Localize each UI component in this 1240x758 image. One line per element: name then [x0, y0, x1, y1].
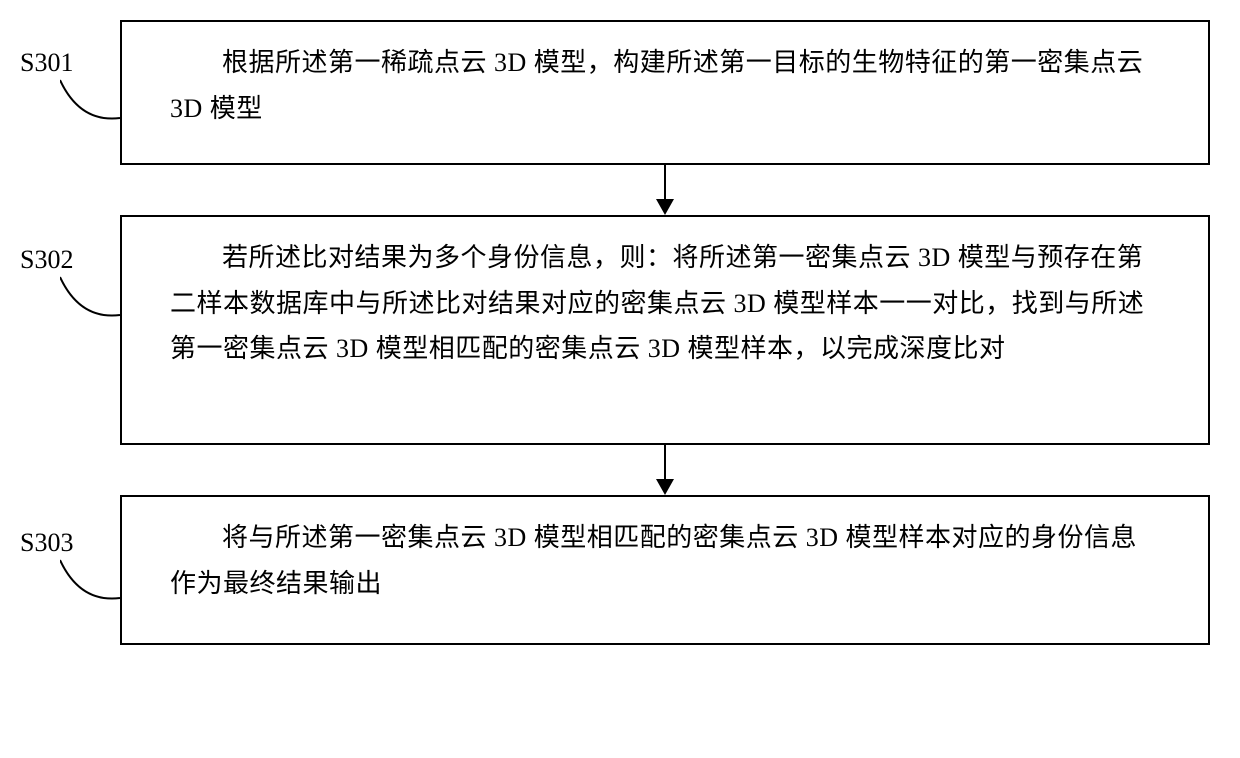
step-text: 若所述比对结果为多个身份信息，则：将所述第一密集点云 3D 模型与预存在第二样本… — [170, 243, 1144, 363]
arrow-down-icon — [653, 165, 677, 215]
arrow-s302-s303 — [120, 445, 1210, 495]
step-box-s303: 将与所述第一密集点云 3D 模型相匹配的密集点云 3D 模型样本对应的身份信息作… — [120, 495, 1210, 645]
connector-curve-s302 — [60, 265, 122, 335]
step-text: 根据所述第一稀疏点云 3D 模型，构建所述第一目标的生物特征的第一密集点云 3D… — [170, 48, 1143, 123]
arrow-down-icon — [653, 445, 677, 495]
connector-curve-s303 — [60, 548, 122, 618]
flowchart-container: 根据所述第一稀疏点云 3D 模型，构建所述第一目标的生物特征的第一密集点云 3D… — [120, 20, 1210, 645]
step-text: 将与所述第一密集点云 3D 模型相匹配的密集点云 3D 模型样本对应的身份信息作… — [170, 523, 1137, 598]
connector-curve-s301 — [60, 68, 122, 138]
step-box-s301: 根据所述第一稀疏点云 3D 模型，构建所述第一目标的生物特征的第一密集点云 3D… — [120, 20, 1210, 165]
step-box-s302: 若所述比对结果为多个身份信息，则：将所述第一密集点云 3D 模型与预存在第二样本… — [120, 215, 1210, 445]
arrow-s301-s302 — [120, 165, 1210, 215]
